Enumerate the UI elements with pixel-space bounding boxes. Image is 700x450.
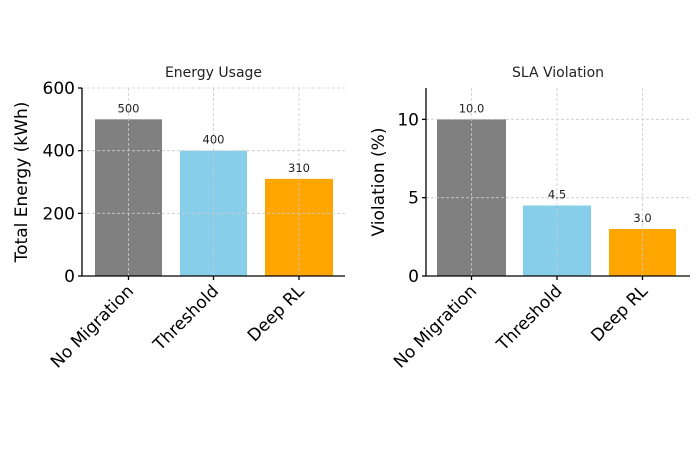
data-label: 400 bbox=[203, 133, 225, 147]
y-axis-label: Violation (%) bbox=[369, 128, 389, 237]
y-tick-label: 200 bbox=[43, 204, 75, 224]
y-tick-label: 10 bbox=[397, 110, 419, 130]
chart-title: SLA Violation bbox=[512, 65, 604, 81]
x-tick-label: No Migration bbox=[47, 281, 138, 372]
chart-title: Energy Usage bbox=[165, 65, 262, 81]
y-tick-label: 0 bbox=[64, 267, 75, 287]
sla-violation-chart: 0 5 10 No Migration Threshold Deep RL 10.0 4.5 3… bbox=[369, 65, 690, 372]
x-tick-label: Deep RL bbox=[244, 281, 309, 346]
data-label: 500 bbox=[118, 101, 140, 115]
data-label: 3.0 bbox=[633, 211, 651, 225]
x-tick-label: Threshold bbox=[492, 281, 566, 355]
y-tick-label: 600 bbox=[43, 79, 75, 99]
bar-no-migration bbox=[95, 119, 162, 276]
x-tick-label: No Migration bbox=[390, 281, 481, 372]
data-label: 10.0 bbox=[459, 101, 485, 115]
y-tick-label: 0 bbox=[408, 267, 419, 287]
data-label: 310 bbox=[288, 161, 310, 175]
y-axis-label: Total Energy (kWh) bbox=[12, 102, 32, 264]
y-tick-label: 400 bbox=[43, 142, 75, 162]
x-tick-label: Deep RL bbox=[587, 281, 652, 346]
data-label: 4.5 bbox=[548, 188, 566, 202]
x-tick-label: Threshold bbox=[149, 281, 223, 355]
y-tick-label: 5 bbox=[408, 189, 419, 209]
energy-usage-chart: 0 200 400 600 No Migration Threshold Deep RL 50… bbox=[12, 65, 345, 372]
